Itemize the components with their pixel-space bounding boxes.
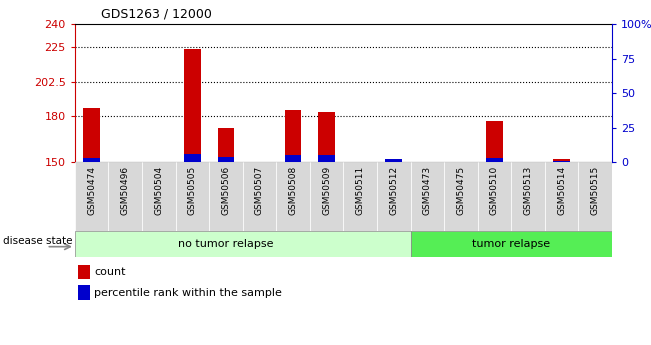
Text: percentile rank within the sample: percentile rank within the sample bbox=[94, 288, 283, 298]
Text: GSM50474: GSM50474 bbox=[87, 166, 96, 215]
Text: GSM50504: GSM50504 bbox=[154, 166, 163, 215]
Bar bbox=[511, 162, 545, 231]
Bar bbox=[284, 110, 301, 162]
Bar bbox=[176, 162, 209, 231]
Text: GSM50514: GSM50514 bbox=[557, 166, 566, 215]
Bar bbox=[310, 162, 344, 231]
Bar bbox=[478, 162, 511, 231]
Bar bbox=[276, 162, 310, 231]
Bar bbox=[377, 162, 411, 231]
Bar bbox=[243, 162, 276, 231]
Bar bbox=[217, 157, 234, 162]
Bar bbox=[578, 162, 612, 231]
Bar bbox=[217, 128, 234, 162]
Bar bbox=[344, 162, 377, 231]
Bar bbox=[486, 158, 503, 162]
Text: count: count bbox=[94, 267, 126, 277]
Bar bbox=[83, 158, 100, 162]
Text: GSM50507: GSM50507 bbox=[255, 166, 264, 215]
Text: disease state: disease state bbox=[3, 237, 73, 246]
Bar bbox=[142, 162, 176, 231]
Bar bbox=[318, 111, 335, 162]
Text: GDS1263 / 12000: GDS1263 / 12000 bbox=[101, 8, 212, 21]
Bar bbox=[184, 154, 201, 162]
Text: no tumor relapse: no tumor relapse bbox=[178, 239, 273, 249]
Bar bbox=[553, 161, 570, 162]
Bar bbox=[75, 162, 109, 231]
Text: GSM50511: GSM50511 bbox=[355, 166, 365, 215]
Text: GSM50510: GSM50510 bbox=[490, 166, 499, 215]
Text: GSM50475: GSM50475 bbox=[456, 166, 465, 215]
Bar bbox=[318, 155, 335, 162]
Bar bbox=[553, 159, 570, 162]
Text: GSM50509: GSM50509 bbox=[322, 166, 331, 215]
Text: GSM50515: GSM50515 bbox=[590, 166, 600, 215]
Text: GSM50473: GSM50473 bbox=[422, 166, 432, 215]
Bar bbox=[385, 159, 402, 162]
Text: GSM50512: GSM50512 bbox=[389, 166, 398, 215]
Bar bbox=[444, 162, 478, 231]
Bar bbox=[411, 231, 612, 257]
Bar bbox=[78, 265, 90, 279]
Text: tumor relapse: tumor relapse bbox=[472, 239, 550, 249]
Text: GSM50506: GSM50506 bbox=[221, 166, 230, 215]
Bar bbox=[75, 231, 411, 257]
Text: GSM50513: GSM50513 bbox=[523, 166, 533, 215]
Bar bbox=[411, 162, 444, 231]
Bar bbox=[486, 121, 503, 162]
Text: GSM50496: GSM50496 bbox=[120, 166, 130, 215]
Bar bbox=[78, 285, 90, 300]
Bar bbox=[184, 49, 201, 162]
Bar bbox=[109, 162, 142, 231]
Text: GSM50508: GSM50508 bbox=[288, 166, 298, 215]
Text: GSM50505: GSM50505 bbox=[188, 166, 197, 215]
Bar bbox=[83, 108, 100, 162]
Bar bbox=[209, 162, 243, 231]
Bar bbox=[545, 162, 578, 231]
Bar bbox=[284, 155, 301, 162]
